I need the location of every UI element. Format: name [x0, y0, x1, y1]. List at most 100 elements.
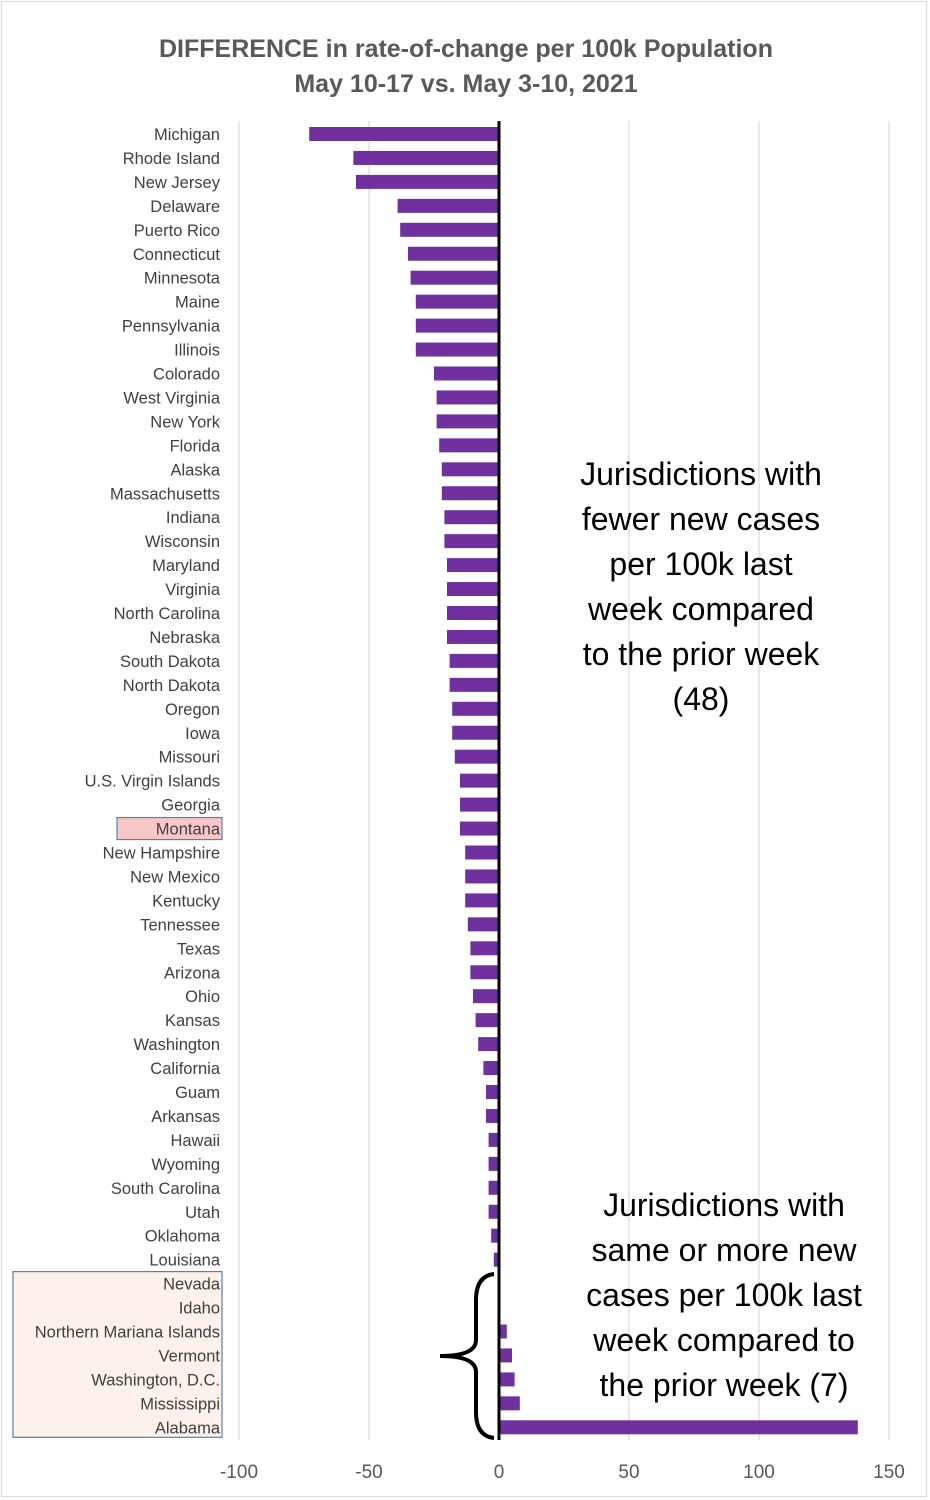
category-label: Northern Mariana Islands: [35, 1324, 220, 1342]
bar: [465, 845, 499, 860]
bar: [436, 414, 499, 429]
bar: [470, 941, 499, 956]
category-label: Kansas: [165, 1012, 220, 1030]
bar: [447, 629, 499, 644]
bar: [415, 294, 499, 309]
annotation-line: per 100k last: [609, 546, 792, 582]
curly-brace: [439, 1272, 495, 1440]
bar: [483, 1061, 499, 1076]
category-label: Washington, D.C.: [91, 1371, 220, 1389]
x-tick-label: 50: [618, 1462, 639, 1483]
bar: [499, 1396, 520, 1411]
category-label: New Hampshire: [103, 845, 220, 863]
category-label: West Virginia: [123, 389, 220, 407]
bar: [465, 869, 499, 884]
bar: [400, 222, 499, 237]
category-label: Louisiana: [149, 1252, 220, 1270]
bar: [465, 893, 499, 908]
bar: [491, 1228, 499, 1243]
annotation-line: week compared to: [592, 1322, 854, 1358]
annotation-fewer-cases: Jurisdictions with fewer new cases per 100…: [580, 456, 822, 717]
category-label: Georgia: [161, 797, 221, 815]
bar: [444, 510, 499, 525]
bar: [447, 558, 499, 573]
annotation-line: cases per 100k last: [586, 1277, 862, 1313]
bar: [447, 582, 499, 597]
category-label: New Jersey: [134, 174, 221, 192]
bar: [499, 1420, 858, 1435]
category-label: Arkansas: [151, 1108, 220, 1126]
bar: [309, 127, 499, 141]
category-label: Tennessee: [140, 916, 220, 934]
category-label: U.S. Virgin Islands: [85, 773, 220, 791]
category-label: Wisconsin: [145, 533, 220, 551]
bar: [353, 150, 499, 165]
label-highlights: [12, 816, 223, 1438]
bar: [470, 965, 499, 980]
category-label: Utah: [185, 1204, 220, 1222]
bars: [309, 127, 858, 1435]
category-label: Indiana: [166, 509, 221, 527]
category-label: South Dakota: [120, 653, 221, 671]
category-label: Nevada: [163, 1276, 221, 1294]
bar: [410, 270, 499, 285]
bar: [486, 1085, 499, 1099]
bar: [449, 653, 499, 668]
bar: [356, 174, 499, 189]
x-tick-label: -100: [220, 1462, 258, 1483]
category-label: Iowa: [185, 725, 221, 743]
bar: [436, 390, 499, 405]
bar: [397, 198, 499, 213]
annotation-line: week compared: [587, 591, 814, 627]
annotation-line: Jurisdictions with: [603, 1187, 845, 1223]
category-label: Illinois: [174, 342, 220, 360]
category-label: Washington: [133, 1036, 220, 1054]
category-label: Mississippi: [140, 1395, 220, 1413]
category-label: Hawaii: [170, 1132, 220, 1150]
chart-title: DIFFERENCE in rate-of-change per 100k Po…: [159, 35, 773, 63]
montana-highlight-box: [116, 816, 223, 841]
category-label: Alabama: [155, 1419, 221, 1437]
category-label: Virginia: [165, 581, 221, 599]
annotation-line: fewer new cases: [582, 501, 820, 537]
bar: [499, 1324, 507, 1339]
annotation-line: to the prior week: [583, 636, 821, 672]
category-label: Kentucky: [152, 892, 221, 910]
category-label: Oregon: [165, 701, 220, 719]
category-label: Rhode Island: [123, 150, 220, 168]
category-labels: Michigan Rhode Island New Jersey Delaware Pu…: [35, 126, 221, 1437]
category-label: Alaska: [170, 461, 220, 479]
category-label: South Carolina: [111, 1180, 221, 1198]
x-tick-label: -50: [355, 1462, 382, 1483]
category-label: New York: [150, 413, 220, 431]
category-label: Wyoming: [151, 1156, 220, 1174]
annotation-line: (48): [673, 681, 730, 717]
bar: [460, 773, 499, 788]
category-label: Idaho: [179, 1300, 220, 1318]
bar: [488, 1180, 499, 1195]
bar: [415, 342, 499, 357]
category-label: Connecticut: [133, 246, 221, 264]
x-tick-label: 0: [494, 1462, 505, 1483]
annotation-line: Jurisdictions with: [580, 456, 822, 492]
bar: [473, 989, 499, 1004]
x-tick-labels: -100 -50 0 50 100 150: [220, 1462, 905, 1483]
bar: [415, 318, 499, 333]
bar: [434, 366, 499, 381]
increase-group-box: [12, 1270, 223, 1438]
bar: [488, 1204, 499, 1219]
category-label: Texas: [177, 940, 220, 958]
bar: [449, 677, 499, 692]
category-label: North Dakota: [123, 677, 221, 695]
category-label: Missouri: [159, 749, 220, 767]
category-label: New Mexico: [130, 868, 220, 886]
annotation-line: the prior week (7): [600, 1367, 849, 1403]
bar: [408, 246, 499, 261]
bar: [441, 486, 499, 501]
x-tick-label: 150: [873, 1462, 905, 1483]
category-label: Delaware: [150, 198, 220, 216]
category-label: Guam: [175, 1084, 220, 1102]
category-label: California: [150, 1060, 221, 1078]
bar: [439, 438, 499, 453]
gridlines: [238, 121, 890, 1440]
